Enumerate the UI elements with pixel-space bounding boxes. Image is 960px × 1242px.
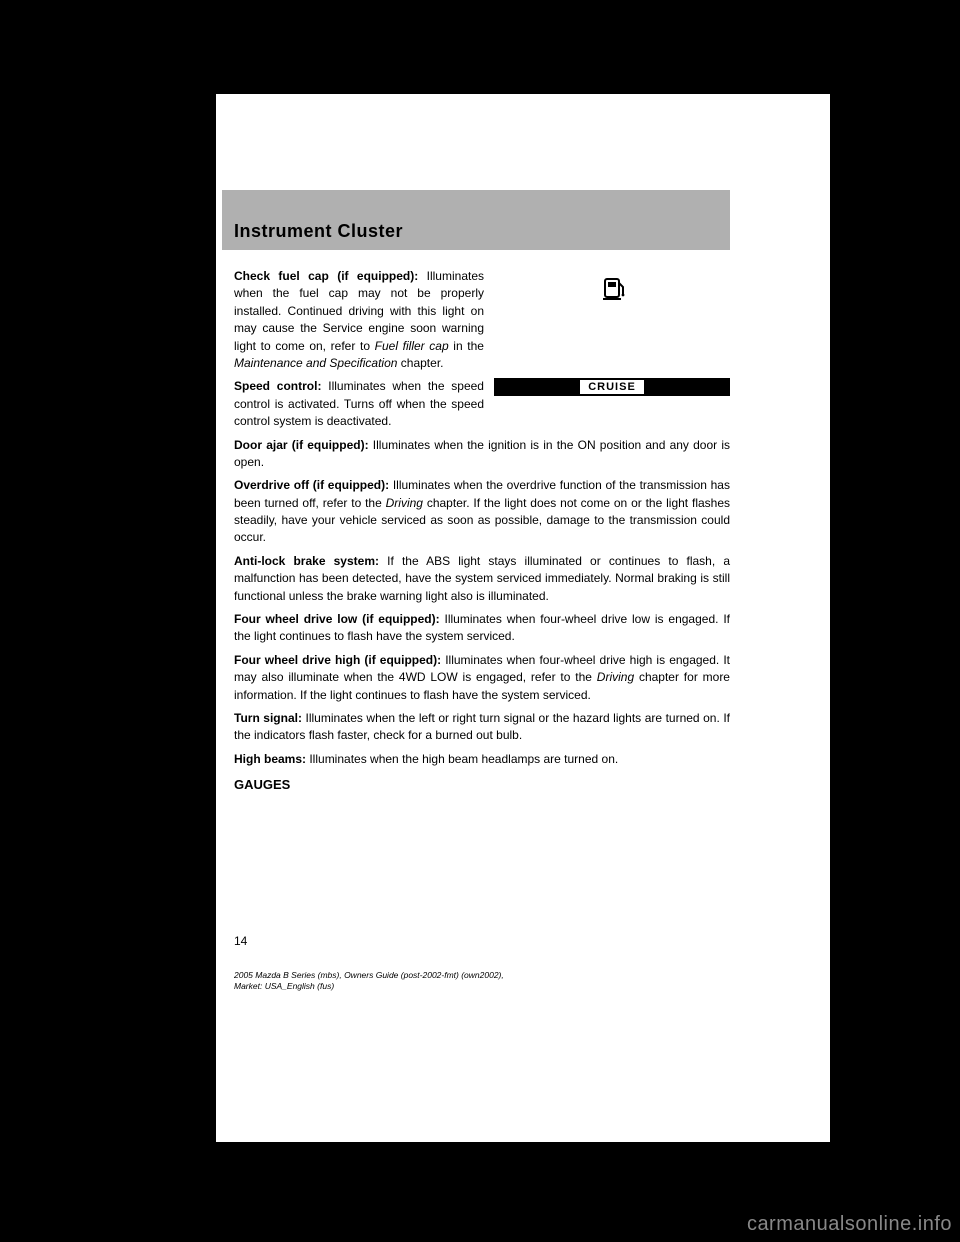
fuel-cap-lead: Check fuel cap (if equipped): [234,269,418,283]
footer-line-2: Market: USA_English (fus) [234,981,504,992]
speed-control-text: Speed control: Illuminates when the spee… [234,378,484,430]
cruise-indicator-bar: CRUISE [494,378,730,396]
four-high-ref: Driving [597,670,634,684]
fuel-cap-tail: chapter. [397,356,443,370]
speed-lead: Speed control: [234,379,321,393]
four-high-lead: Four wheel drive high (if equipped): [234,653,441,667]
overdrive-ref: Driving [386,496,423,510]
four-high-text: Four wheel drive high (if equipped): Ill… [234,652,730,704]
overdrive-text: Overdrive off (if equipped): Illuminates… [234,477,730,547]
turn-signal-text: Turn signal: Illuminates when the left o… [234,710,730,745]
door-ajar-lead: Door ajar (if equipped): [234,438,369,452]
page-number: 14 [234,934,247,948]
overdrive-lead: Overdrive off (if equipped): [234,478,389,492]
gauges-heading: GAUGES [234,776,730,795]
four-low-text: Four wheel drive low (if equipped): Illu… [234,611,730,646]
fuel-cap-ref1: Fuel filler cap [375,339,449,353]
fuel-cap-icon-box [494,268,730,308]
high-beams-lead: High beams: [234,752,306,766]
turn-lead: Turn signal: [234,711,302,725]
fuel-cap-ref2: Maintenance and Specification [234,356,397,370]
abs-lead: Anti-lock brake system: [234,554,379,568]
door-ajar-text: Door ajar (if equipped): Illuminates whe… [234,437,730,472]
four-low-lead: Four wheel drive low (if equipped): [234,612,440,626]
fuel-cap-after: in the [449,339,484,353]
watermark-text: carmanualsonline.info [747,1213,952,1236]
cruise-figure: CRUISE [494,378,730,436]
abs-text: Anti-lock brake system: If the ABS light… [234,553,730,605]
page-content: Check fuel cap (if equipped): Illuminate… [234,268,730,799]
cruise-label: CRUISE [580,380,644,394]
manual-page: Instrument Cluster Check fuel cap (if eq… [216,94,830,1142]
fuel-cap-block: Check fuel cap (if equipped): Illuminate… [234,268,730,378]
fuel-cap-figure [494,268,730,378]
fuel-cap-icon [597,273,627,303]
speed-control-block: Speed control: Illuminates when the spee… [234,378,730,436]
footer-block: 2005 Mazda B Series (mbs), Owners Guide … [234,970,504,992]
footer-line-1: 2005 Mazda B Series (mbs), Owners Guide … [234,970,504,981]
page-inner: Instrument Cluster Check fuel cap (if eq… [216,94,830,1142]
turn-body: Illuminates when the left or right turn … [234,711,730,742]
fuel-cap-text: Check fuel cap (if equipped): Illuminate… [234,268,484,372]
high-beams-text: High beams: Illuminates when the high be… [234,751,730,768]
section-header-title: Instrument Cluster [234,221,403,242]
section-header-bar: Instrument Cluster [222,190,730,250]
high-beams-body: Illuminates when the high beam headlamps… [306,752,618,766]
